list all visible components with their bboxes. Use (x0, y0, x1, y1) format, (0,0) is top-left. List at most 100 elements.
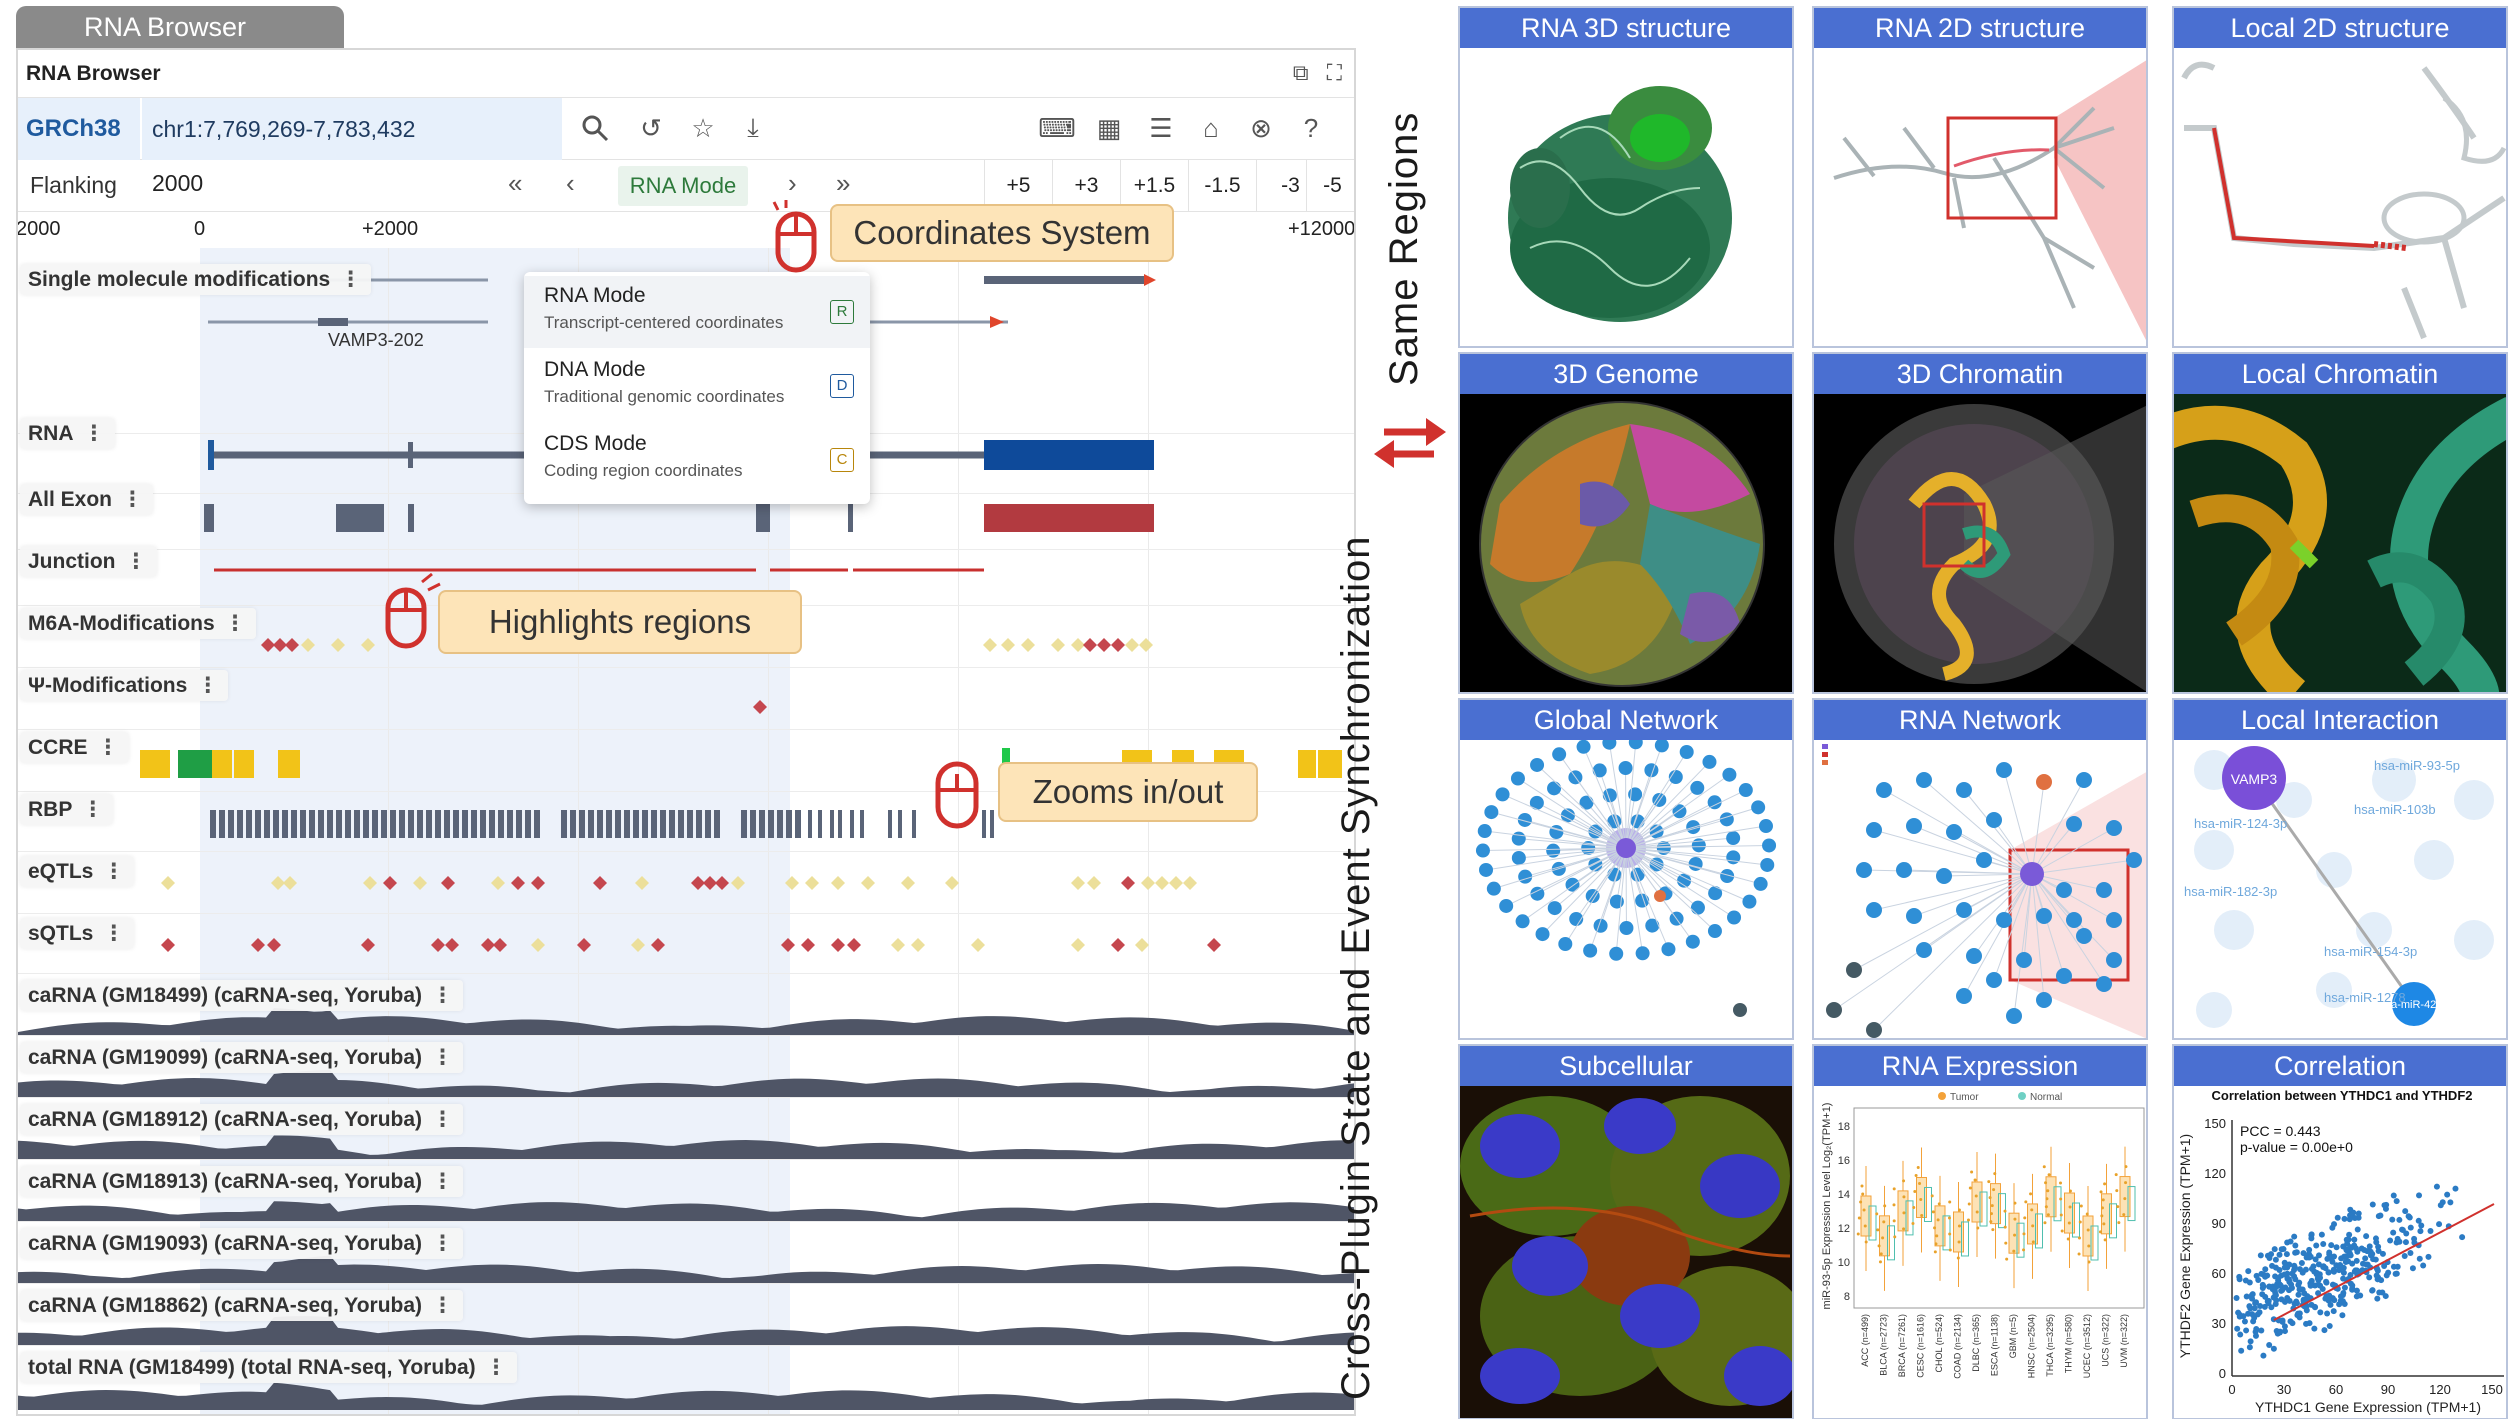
move-left-icon[interactable]: ‹ (566, 168, 575, 198)
rna-network-view[interactable] (1814, 740, 2146, 1038)
subcellular-view[interactable] (1460, 1086, 1792, 1418)
step-button[interactable]: +5 (984, 160, 1052, 212)
panel-rna-3d-structure[interactable]: RNA 3D structure (1458, 6, 1794, 348)
track-label[interactable]: eQTLs ⋮ (20, 856, 135, 887)
track-label[interactable]: RNA ⋮ (20, 418, 115, 449)
track-label[interactable]: All Exon ⋮ (20, 484, 154, 515)
panel-subcellular[interactable]: Subcellular (1458, 1044, 1794, 1419)
mode-toggle-button[interactable]: RNA Mode (618, 166, 748, 206)
help-icon[interactable]: ? (1303, 112, 1319, 143)
expression-chart[interactable]: Tumor Normal 18 16 14 12 10 8 miR-93-5p Expressi… (1814, 1086, 2146, 1418)
step-button[interactable]: -5 (1306, 160, 1354, 212)
menu-item-dna-mode[interactable]: DNA Mode Traditional genomic coordinates… (524, 350, 870, 422)
track-label[interactable]: caRNA (GM18912) (caRNA-seq, Yoruba) ⋮ (20, 1104, 464, 1135)
track-label[interactable]: CCRE ⋮ (20, 732, 129, 763)
x-tick: UCS (n=322) (2101, 1314, 2111, 1367)
local-chromatin-view[interactable] (2174, 394, 2506, 692)
flanking-bar: Flanking 2000 « ‹ RNA Mode › » +5 +3 +1.… (18, 160, 1354, 212)
node-label: hsa-miR-103b (2354, 802, 2436, 817)
correlation-chart[interactable]: Correlation between YTHDC1 and YTHDF2 150… (2174, 1086, 2506, 1418)
track-label[interactable]: caRNA (GM19093) (caRNA-seq, Yoruba) ⋮ (20, 1228, 464, 1259)
window-titlebar: RNA Browser ⧉ ⛶ (18, 50, 1354, 98)
mouse-click-icon (770, 200, 826, 281)
history-icon[interactable]: ↺ (640, 112, 662, 143)
sync-label: Cross-Plugin State and Event Synchroniza… (1334, 535, 1378, 1400)
y-tick: 8 (1844, 1291, 1850, 1303)
x-tick: UCEC (n=3512) (2082, 1314, 2092, 1378)
track-label[interactable]: caRNA (GM18862) (caRNA-seq, Yoruba) ⋮ (20, 1290, 464, 1321)
download-icon[interactable]: ⤓ (747, 112, 759, 142)
x-tick: BRCA (n=7261) (1897, 1314, 1907, 1377)
panel-rna-network[interactable]: RNA Network (1812, 698, 2148, 1040)
panel-local-chromatin[interactable]: Local Chromatin (2172, 352, 2508, 694)
panel-rna-expression[interactable]: RNA Expression Tumor Normal 18 16 14 12 10 8 miR… (1812, 1044, 2148, 1419)
step-button[interactable]: +3 (1052, 160, 1120, 212)
track-label[interactable]: Ψ-Modifications ⋮ (20, 670, 229, 701)
panel-global-network[interactable]: Global Network (1458, 698, 1794, 1040)
popout-icon[interactable]: ⧉ (1292, 60, 1309, 85)
flanking-input[interactable]: 2000 (152, 170, 204, 196)
track-label[interactable]: total RNA (GM18499) (total RNA-seq, Yoru… (20, 1352, 517, 1383)
panel-title: RNA Expression (1814, 1046, 2146, 1086)
panel-3d-genome[interactable]: 3D Genome (1458, 352, 1794, 694)
track-label[interactable]: RBP ⋮ (20, 794, 114, 825)
step-button[interactable]: -3 (1256, 160, 1324, 212)
brush-icon[interactable]: ⌂ (1203, 112, 1219, 143)
fullscreen-icon[interactable]: ⛶ (1326, 60, 1342, 85)
track-label[interactable]: M6A-Modifications ⋮ (20, 608, 256, 639)
track-label[interactable]: Junction ⋮ (20, 546, 157, 577)
panel-local-2d-structure[interactable]: Local 2D structure (2172, 6, 2508, 348)
panel-3d-chromatin[interactable]: 3D Chromatin (1812, 352, 2148, 694)
step-button[interactable]: -1.5 (1188, 160, 1256, 212)
rna-3d-view[interactable] (1460, 48, 1792, 346)
track-row (18, 852, 1354, 914)
node-label: hsa-miR-124-3p (2194, 816, 2287, 831)
legend-label: Tumor (1950, 1092, 1979, 1103)
genome-3d-view[interactable] (1460, 394, 1792, 692)
keyboard-icon[interactable]: ⌨ (1038, 112, 1076, 143)
panel-title: RNA 3D structure (1460, 8, 1792, 48)
track-label[interactable]: Single molecule modifications ⋮ (20, 264, 372, 295)
x-tick: 150 (2481, 1382, 2503, 1397)
comment-icon[interactable]: ☰ (1149, 112, 1173, 143)
local-interaction-view[interactable]: VAMP3 hsa-miR-4262 hsa-miR-103b hsa-miR-… (2174, 740, 2506, 1038)
rna-2d-view[interactable] (1814, 48, 2146, 346)
jump-right-icon[interactable]: » (836, 168, 851, 198)
mouse-scroll-icon (932, 760, 982, 835)
chromatin-3d-view[interactable] (1814, 394, 2146, 692)
track-label[interactable]: sQTLs ⋮ (20, 918, 135, 949)
track-row (18, 1098, 1354, 1160)
track-label[interactable]: caRNA (GM19099) (caRNA-seq, Yoruba) ⋮ (20, 1042, 464, 1073)
panel-title: Correlation (2174, 1046, 2506, 1086)
sync-arrows-icon (1370, 410, 1450, 475)
y-tick: 10 (1838, 1257, 1850, 1269)
search-icon[interactable] (578, 110, 612, 146)
track-label[interactable]: caRNA (GM18913) (caRNA-seq, Yoruba) ⋮ (20, 1166, 464, 1197)
genome-select[interactable]: GRCh38 (18, 98, 140, 160)
panel-rna-2d-structure[interactable]: RNA 2D structure (1812, 6, 2148, 348)
menu-item-rna-mode[interactable]: RNA Mode Transcript-centered coordinates… (524, 276, 870, 348)
move-right-icon[interactable]: › (788, 168, 797, 198)
panel-correlation[interactable]: Correlation Correlation between YTHDC1 a… (2172, 1044, 2508, 1419)
clear-icon[interactable]: ⊗ (1250, 112, 1272, 143)
coordinate-input[interactable] (142, 98, 562, 160)
node-label: hsa-miR-182-3p (2184, 884, 2277, 899)
grid-icon[interactable]: ▦ (1096, 112, 1122, 143)
local-2d-view[interactable] (2174, 48, 2506, 346)
x-tick: 90 (2381, 1382, 2395, 1397)
grid-line (958, 248, 959, 1414)
global-network-view[interactable] (1460, 740, 1792, 1038)
step-button[interactable]: +1.5 (1120, 160, 1188, 212)
x-tick: UVM (n=322) (2119, 1314, 2129, 1368)
pvalue-label: p-value = 0.00e+0 (2240, 1139, 2353, 1155)
panel-local-interaction[interactable]: Local Interaction VAMP3 hsa-miR-4262 hsa… (2172, 698, 2508, 1040)
menu-item-cds-mode[interactable]: CDS Mode Coding region coordinates C (524, 424, 870, 496)
jump-left-icon[interactable]: « (508, 168, 523, 198)
star-icon[interactable]: ☆ (691, 112, 715, 143)
browser-tab[interactable]: RNA Browser (16, 6, 344, 48)
track-label[interactable]: caRNA (GM18499) (caRNA-seq, Yoruba) ⋮ (20, 980, 464, 1011)
window-controls: ⧉ ⛶ (1293, 60, 1342, 86)
mode-menu: RNA Mode Transcript-centered coordinates… (524, 272, 870, 504)
track-row (18, 1222, 1354, 1284)
